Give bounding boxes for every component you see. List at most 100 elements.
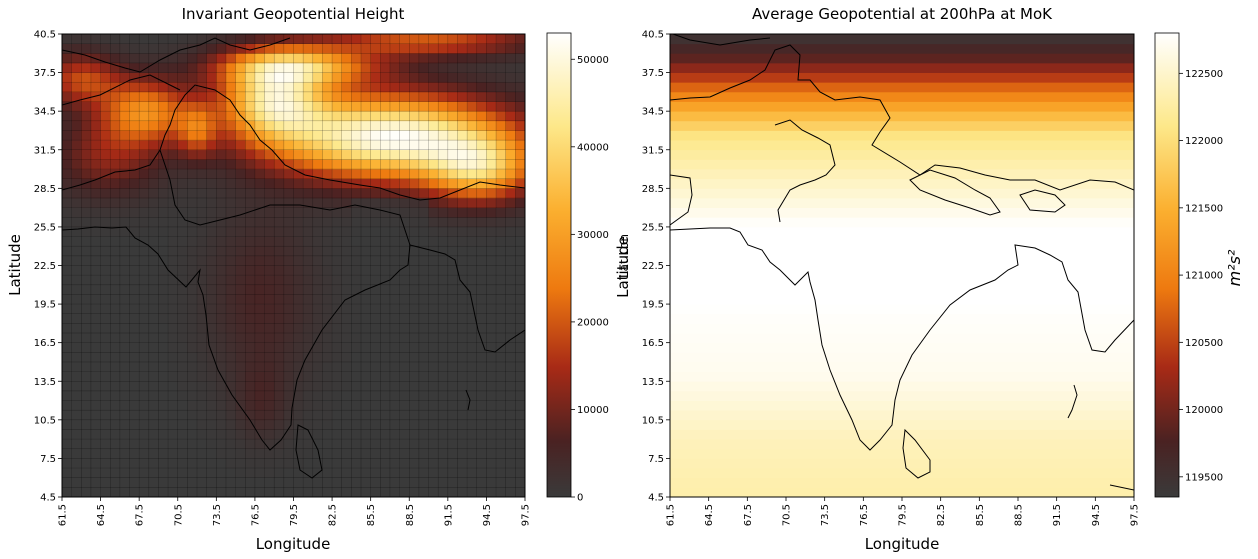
heatmap-cell: [361, 458, 371, 469]
heatmap-cell: [389, 390, 400, 401]
heatmap-cell: [139, 159, 150, 170]
heatmap-cell: [139, 226, 150, 237]
heatmap-cell: [380, 352, 391, 363]
heatmap-cell: [158, 429, 169, 440]
heatmap-cell: [428, 43, 439, 54]
heatmap-cell: [418, 159, 429, 170]
heatmap-cell: [351, 62, 362, 73]
heatmap-cell: [264, 255, 275, 266]
heatmap-cell: [341, 429, 352, 440]
heatmap-cell: [71, 400, 82, 411]
heatmap-cell: [332, 477, 343, 488]
heatmap-row: [670, 178, 1134, 189]
x-tick-label: 70.5: [173, 504, 184, 526]
heatmap-cell: [428, 294, 439, 305]
heatmap-cell: [380, 275, 391, 286]
heatmap-cell: [505, 275, 516, 286]
heatmap-cell: [100, 197, 111, 208]
y-tick-label: 28.5: [34, 184, 56, 195]
heatmap-cell: [457, 313, 468, 324]
heatmap-cell: [341, 275, 352, 286]
heatmap-cell: [283, 226, 294, 237]
heatmap-cell: [505, 284, 516, 295]
heatmap-cell: [312, 313, 323, 324]
x-tick-label: 85.5: [366, 504, 377, 526]
heatmap-cell: [206, 197, 217, 208]
heatmap-cell: [81, 91, 92, 102]
heatmap-cell: [351, 265, 362, 276]
heatmap-cell: [496, 217, 507, 228]
heatmap-cell: [476, 169, 487, 179]
heatmap-cell: [370, 34, 381, 44]
heatmap-cell: [428, 313, 439, 324]
heatmap-cell: [225, 400, 236, 411]
heatmap-cell: [100, 352, 111, 363]
heatmap-cell: [158, 275, 169, 286]
heatmap-cell: [476, 313, 487, 324]
heatmap-cell: [158, 169, 169, 179]
heatmap-cell: [467, 333, 478, 343]
heatmap-cell: [245, 130, 256, 141]
heatmap-cell: [187, 313, 198, 324]
heatmap-cell: [177, 313, 188, 324]
heatmap-cell: [62, 236, 72, 247]
heatmap-cell: [467, 207, 478, 218]
heatmap-cell: [139, 236, 150, 247]
heatmap-cell: [274, 91, 285, 102]
heatmap-cell: [139, 304, 150, 315]
heatmap-cell: [90, 197, 101, 208]
heatmap-cell: [505, 149, 516, 160]
heatmap-cell: [476, 410, 487, 421]
heatmap-cell: [283, 120, 294, 131]
heatmap-cell: [283, 34, 294, 44]
heatmap-cell: [515, 236, 525, 247]
heatmap-cell: [274, 34, 285, 44]
heatmap-cell: [158, 487, 169, 497]
heatmap-cell: [486, 72, 497, 83]
heatmap-cell: [81, 381, 92, 392]
heatmap-cell: [168, 448, 179, 459]
heatmap-cell: [428, 342, 439, 353]
heatmap-cell: [71, 275, 82, 286]
heatmap-cell: [100, 313, 111, 324]
heatmap-cell: [225, 217, 236, 228]
heatmap-cell: [332, 342, 343, 353]
heatmap-cell: [216, 226, 227, 237]
heatmap-cell: [62, 246, 72, 257]
heatmap-cell: [476, 188, 487, 199]
heatmap-cell: [399, 313, 410, 324]
heatmap-cell: [389, 468, 400, 479]
heatmap-cell: [293, 284, 304, 295]
heatmap-cell: [505, 236, 516, 247]
heatmap-cell: [515, 120, 525, 131]
heatmap-cell: [447, 323, 458, 334]
heatmap-cell: [274, 342, 285, 353]
heatmap-cell: [283, 140, 294, 151]
heatmap-cell: [380, 53, 391, 64]
panel-invariant-geopotential: Invariant Geopotential Height 61.5 64.5 67…: [6, 5, 609, 553]
heatmap-cell: [245, 313, 256, 324]
heatmap-cell: [399, 91, 410, 102]
heatmap-cell: [254, 34, 265, 44]
heatmap-row: [670, 91, 1134, 102]
heatmap-cell: [100, 111, 111, 122]
heatmap-cell: [177, 487, 188, 497]
heatmap-cell: [312, 458, 323, 469]
y-tick-label: 37.5: [642, 68, 664, 79]
y-axis-label: Latitude: [6, 234, 24, 296]
heatmap-cell: [100, 458, 111, 469]
heatmap-cell: [486, 458, 497, 469]
x-tick-label: 76.5: [859, 504, 870, 526]
heatmap-cell: [129, 342, 140, 353]
heatmap-cell: [129, 91, 140, 102]
heatmap-cell: [380, 226, 391, 237]
heatmap-cell: [351, 34, 362, 44]
heatmap-cell: [274, 371, 285, 382]
heatmap-cell: [303, 323, 314, 334]
heatmap-cell: [351, 82, 362, 93]
heatmap-cell: [380, 294, 391, 305]
heatmap-cell: [225, 352, 236, 363]
heatmap-cell: [361, 400, 371, 411]
heatmap-cell: [312, 323, 323, 334]
heatmap-row: [670, 34, 1134, 45]
